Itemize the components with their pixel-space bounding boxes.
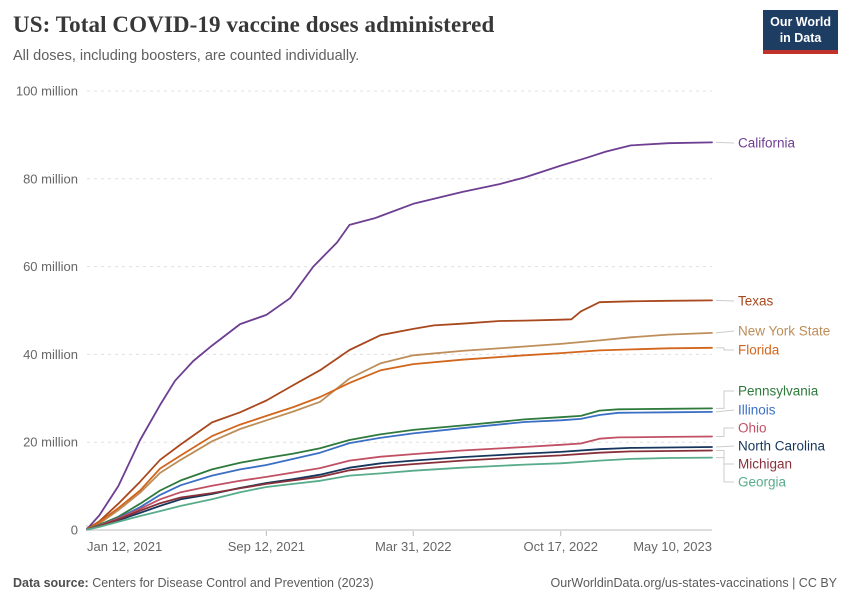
legend-connector: [716, 347, 734, 351]
legend-label-north-carolina[interactable]: North Carolina: [738, 439, 826, 454]
series-line-florida[interactable]: [86, 346, 713, 531]
legend-connector: [715, 409, 735, 413]
y-tick-label: 100 million: [16, 84, 78, 99]
legend-connector: [715, 445, 735, 448]
legend-label-illinois[interactable]: Illinois: [738, 403, 776, 418]
data-source-label: Data source:: [13, 576, 89, 590]
legend-label-michigan[interactable]: Michigan: [738, 457, 792, 472]
series-line-california[interactable]: [86, 141, 713, 530]
legend-label-florida[interactable]: Florida: [738, 343, 780, 358]
x-tick-label: Jan 12, 2021: [87, 539, 162, 554]
legend-label-pennsylvania[interactable]: Pennsylvania: [738, 384, 819, 399]
series-line-north-carolina[interactable]: [86, 446, 713, 531]
legend-label-texas[interactable]: Texas: [738, 294, 774, 309]
chart-footer: Data source: Centers for Disease Control…: [13, 576, 837, 590]
legend-connector: [715, 141, 735, 144]
legend-connector: [716, 390, 734, 409]
legend-label-georgia[interactable]: Georgia: [738, 475, 787, 490]
chart-subtitle: All doses, including boosters, are count…: [13, 48, 360, 64]
chart-title: US: Total COVID-19 vaccine doses adminis…: [13, 12, 495, 37]
series-line-georgia[interactable]: [86, 456, 713, 531]
series-line-michigan[interactable]: [86, 449, 713, 531]
x-tick-label: Oct 17, 2022: [524, 539, 598, 554]
series-line-pennsylvania[interactable]: [86, 407, 713, 531]
data-source-text: Centers for Disease Control and Preventi…: [88, 576, 374, 590]
legend-label-new-york-state[interactable]: New York State: [738, 324, 830, 339]
legend-connector: [716, 427, 734, 437]
credit-link[interactable]: OurWorldinData.org/us-states-vaccination…: [550, 576, 837, 590]
owid-logo-line1: Our World: [770, 15, 831, 29]
owid-logo[interactable]: Our World in Data: [763, 10, 838, 55]
x-tick-label: Mar 31, 2022: [375, 539, 452, 554]
series-line-texas[interactable]: [86, 299, 713, 530]
y-tick-label: 40 million: [23, 347, 78, 362]
x-tick-label: May 10, 2023: [633, 539, 712, 554]
series-line-ohio[interactable]: [86, 435, 713, 531]
y-tick-label: 0: [71, 523, 78, 538]
y-tick-label: 80 million: [23, 171, 78, 186]
y-tick-label: 60 million: [23, 259, 78, 274]
legend-connector: [716, 457, 734, 483]
legend-connector: [715, 299, 735, 302]
legend-label-ohio[interactable]: Ohio: [738, 421, 767, 436]
x-tick-label: Sep 12, 2021: [228, 539, 305, 554]
owid-logo-line2: in Data: [779, 30, 822, 45]
y-tick-label: 20 million: [23, 435, 78, 450]
data-source: Data source: Centers for Disease Control…: [13, 576, 374, 590]
legend-connector: [715, 330, 735, 334]
legend-label-california[interactable]: California: [738, 136, 796, 151]
series-line-illinois[interactable]: [86, 410, 713, 531]
series-line-new-york-state[interactable]: [86, 331, 713, 531]
